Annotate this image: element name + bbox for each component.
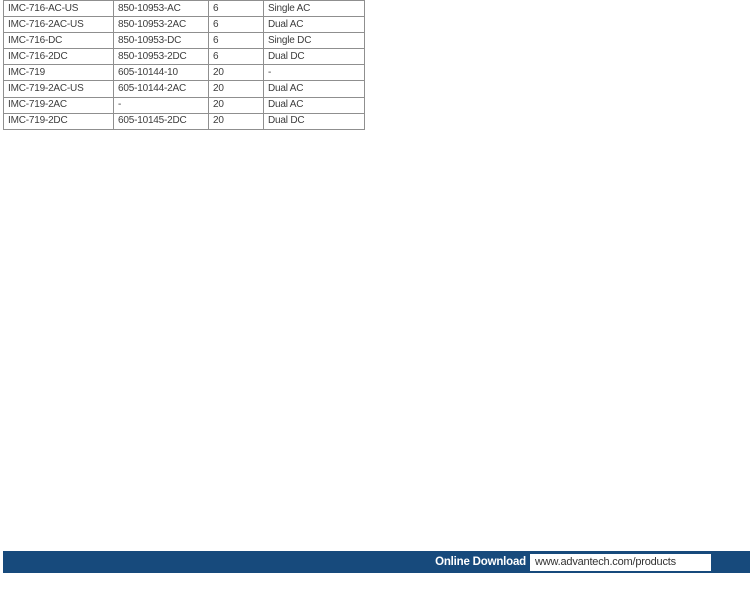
model-cell: IMC-719-2DC	[3, 112, 114, 130]
qty-cell: 20	[208, 96, 264, 114]
power-cell: Dual AC	[263, 96, 365, 114]
model-cell: IMC-716-DC	[3, 32, 114, 50]
table-row: IMC-719-2AC-US 605-10144-2AC 20 Dual AC	[3, 80, 365, 98]
qty-cell: 20	[208, 64, 264, 82]
qty-cell: 6	[208, 16, 264, 34]
part-number-cell: 850-10953-2AC	[113, 16, 209, 34]
model-cell: IMC-716-2DC	[3, 48, 114, 66]
table-row: IMC-716-DC 850-10953-DC 6 Single DC	[3, 32, 365, 50]
qty-cell: 20	[208, 112, 264, 130]
online-download-url-box[interactable]: www.advantech.com/products	[530, 553, 711, 571]
table-row: IMC-719-2DC 605-10145-2DC 20 Dual DC	[3, 112, 365, 130]
power-cell: Single AC	[263, 0, 365, 18]
table-row: IMC-719 605-10144-10 20 -	[3, 64, 365, 82]
power-cell: Single DC	[263, 32, 365, 50]
part-number-cell: 605-10144-2AC	[113, 80, 209, 98]
part-number-cell: 850-10953-2DC	[113, 48, 209, 66]
ordering-info-table: IMC-716-AC-US 850-10953-AC 6 Single AC I…	[3, 0, 365, 130]
model-cell: IMC-719-2AC	[3, 96, 114, 114]
table-row: IMC-719-2AC - 20 Dual AC	[3, 96, 365, 114]
qty-cell: 20	[208, 80, 264, 98]
qty-cell: 6	[208, 32, 264, 50]
qty-cell: 6	[208, 0, 264, 18]
power-cell: Dual DC	[263, 112, 365, 130]
online-download-url[interactable]: www.advantech.com/products	[535, 556, 676, 568]
footer-bar: Online Download www.advantech.com/produc…	[3, 551, 750, 573]
power-cell: Dual AC	[263, 16, 365, 34]
online-download-label: Online Download	[435, 556, 526, 568]
power-cell: Dual AC	[263, 80, 365, 98]
power-cell: Dual DC	[263, 48, 365, 66]
table-row: IMC-716-AC-US 850-10953-AC 6 Single AC	[3, 0, 365, 18]
qty-cell: 6	[208, 48, 264, 66]
power-cell: -	[263, 64, 365, 82]
model-cell: IMC-716-2AC-US	[3, 16, 114, 34]
table-row: IMC-716-2DC 850-10953-2DC 6 Dual DC	[3, 48, 365, 66]
part-number-cell: 605-10144-10	[113, 64, 209, 82]
part-number-cell: -	[113, 96, 209, 114]
part-number-cell: 605-10145-2DC	[113, 112, 209, 130]
table-row: IMC-716-2AC-US 850-10953-2AC 6 Dual AC	[3, 16, 365, 34]
model-cell: IMC-716-AC-US	[3, 0, 114, 18]
part-number-cell: 850-10953-AC	[113, 0, 209, 18]
model-cell: IMC-719-2AC-US	[3, 80, 114, 98]
part-number-cell: 850-10953-DC	[113, 32, 209, 50]
model-cell: IMC-719	[3, 64, 114, 82]
